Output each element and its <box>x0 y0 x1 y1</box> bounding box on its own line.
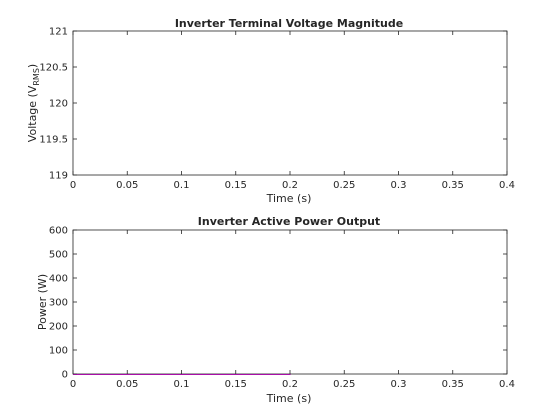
voltage-plot-ylabel-suffix: ) <box>26 64 39 68</box>
y-tick-label: 0 <box>62 370 68 381</box>
plot-area-1: 0 0.05 0.1 0.15 0.2 0.25 0.3 0.35 0.4 0 100 200 300 4… <box>49 226 515 391</box>
x-tick-label: 0.4 <box>499 180 515 191</box>
x-tick-label: 0.15 <box>225 180 247 191</box>
axes-frame <box>72 30 508 176</box>
x-tick-label: 0.4 <box>499 379 515 390</box>
plot-area-0: 0 0.05 0.1 0.15 0.2 0.25 0.3 0.35 0.4 119 119.5 120… <box>39 27 515 192</box>
x-tick-label: 0.05 <box>116 180 138 191</box>
y-tick-label: 100 <box>49 346 68 357</box>
y-tick-label: 119.5 <box>39 135 68 146</box>
x-tick-label: 0.25 <box>333 180 355 191</box>
x-tick-label: 0.25 <box>333 379 355 390</box>
x-tick-label: 0.1 <box>174 180 190 191</box>
voltage-plot-ylabel-main: Voltage (V <box>26 85 39 142</box>
y-tick-label: 119 <box>49 171 68 182</box>
x-tick-label: 0 <box>70 180 76 191</box>
power-plot: 0 0.05 0.1 0.15 0.2 0.25 0.3 0.35 0.4 0 100 200 300 4… <box>36 215 515 405</box>
voltage-plot-ylabel-sub: RMS <box>32 68 41 86</box>
y-tick-label: 500 <box>49 250 68 261</box>
y-tick-label: 300 <box>49 298 68 309</box>
y-tick-label: 121 <box>49 27 68 38</box>
x-tick-label: 0.3 <box>391 180 407 191</box>
power-plot-xlabel: Time (s) <box>266 392 312 405</box>
power-plot-ylabel: Power (W) <box>36 274 49 330</box>
y-tick-label: 120 <box>49 99 68 110</box>
voltage-plot-title: Inverter Terminal Voltage Magnitude <box>175 17 403 30</box>
voltage-plot: 0 0.05 0.1 0.15 0.2 0.25 0.3 0.35 0.4 119 119.5 120… <box>26 17 515 205</box>
voltage-plot-xlabel: Time (s) <box>266 192 312 205</box>
y-tick-label: 120.5 <box>39 63 68 74</box>
axes-frame <box>72 229 508 375</box>
x-tick-label: 0.2 <box>282 180 298 191</box>
x-tick-label: 0.35 <box>442 379 464 390</box>
x-tick-label: 0.2 <box>282 379 298 390</box>
x-tick-label: 0.1 <box>174 379 190 390</box>
y-tick-label: 400 <box>49 274 68 285</box>
x-tick-label: 0 <box>70 379 76 390</box>
x-tick-label: 0.15 <box>225 379 247 390</box>
x-tick-label: 0.35 <box>442 180 464 191</box>
voltage-plot-ylabel: Voltage (VRMS) <box>26 64 41 142</box>
x-tick-label: 0.3 <box>391 379 407 390</box>
y-tick-label: 200 <box>49 322 68 333</box>
x-tick-label: 0.05 <box>116 379 138 390</box>
power-plot-title: Inverter Active Power Output <box>198 215 380 228</box>
y-tick-label: 600 <box>49 226 68 237</box>
